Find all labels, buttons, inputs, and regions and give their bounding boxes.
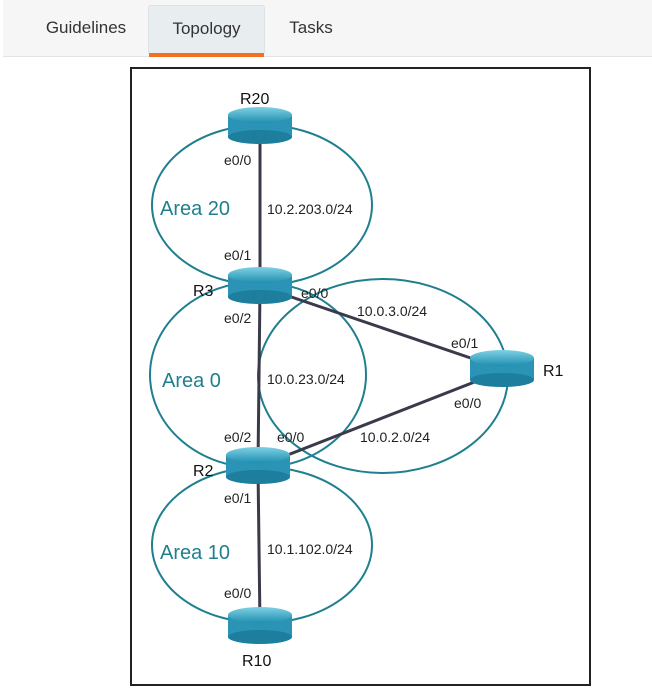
link-r3-r2 — [256, 287, 262, 466]
area-10-label: Area 10 — [160, 542, 230, 564]
if-label: e0/2 — [224, 429, 251, 445]
subnet-label: 10.0.2.0/24 — [360, 429, 430, 445]
subnet-label: 10.2.203.0/24 — [267, 201, 353, 217]
subnet-label: 10.0.3.0/24 — [357, 303, 427, 319]
router-r20-icon[interactable] — [228, 107, 292, 144]
router-r2-icon[interactable] — [226, 447, 290, 484]
router-r1-label: R1 — [543, 363, 564, 380]
router-r3-label: R3 — [193, 283, 214, 300]
router-r2-label: R2 — [193, 463, 214, 480]
subnet-label: 10.0.23.0/24 — [267, 371, 345, 387]
link-r2-r10 — [256, 467, 262, 626]
router-r10-label: R10 — [242, 653, 271, 670]
subnet-label: 10.1.102.0/24 — [267, 541, 353, 557]
if-label: e0/0 — [454, 395, 481, 411]
if-label: e0/1 — [224, 247, 251, 263]
router-r20-label: R20 — [240, 91, 269, 108]
router-r10-icon[interactable] — [228, 607, 292, 644]
if-label: e0/0 — [224, 585, 251, 601]
if-label: e0/0 — [277, 429, 304, 445]
if-label: e0/1 — [451, 335, 478, 351]
router-r3-icon[interactable] — [228, 267, 292, 304]
link-r3-r1 — [264, 286, 501, 370]
tab-tasks[interactable]: Tasks — [289, 18, 333, 37]
tab-guidelines[interactable]: Guidelines — [45, 18, 127, 37]
area-20-label: Area 20 — [160, 198, 230, 220]
link-r2-r1 — [261, 370, 501, 467]
if-label: e0/0 — [301, 285, 328, 301]
router-r1-icon[interactable] — [470, 350, 534, 387]
if-label: e0/1 — [224, 490, 251, 506]
diagram-frame — [130, 67, 591, 686]
tab-topology[interactable]: Topology — [148, 5, 265, 57]
tab-bar: Guidelines Topology Tasks — [3, 0, 652, 57]
if-label: e0/2 — [224, 310, 251, 326]
area-0-label: Area 0 — [162, 370, 221, 392]
if-label: e0/0 — [224, 152, 251, 168]
